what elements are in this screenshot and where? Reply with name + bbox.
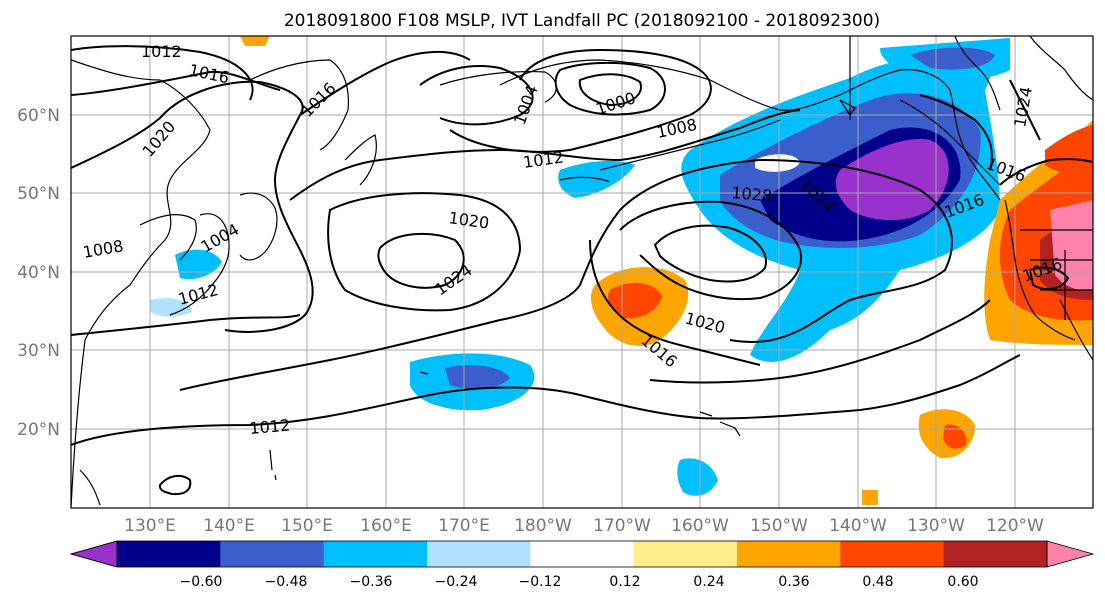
longitude-labels: 130°E 140°E 150°E 160°E 170°E 180°W 170°… — [124, 516, 1044, 536]
lon-label: 170°W — [593, 516, 651, 536]
ivt-negative-field-north-pacific — [150, 36, 1010, 496]
lon-label: 150°W — [750, 516, 808, 536]
figure-title: 2018091800 F108 MSLP, IVT Landfall PC (2… — [284, 11, 880, 31]
lon-label: 170°E — [438, 516, 490, 536]
lon-label: 160°W — [671, 516, 729, 536]
map-border — [70, 35, 1094, 509]
lon-label: 150°E — [281, 516, 333, 536]
colorbar-tick: 0.60 — [947, 574, 978, 590]
colorbar-swatch — [117, 541, 221, 567]
lon-label: 140°W — [829, 516, 887, 536]
colorbar-tick: −0.60 — [180, 574, 223, 590]
coastlines — [71, 36, 1093, 508]
colorbar-swatch — [427, 541, 531, 567]
lat-label: 30°N — [17, 341, 60, 361]
map-panel: 1012 1016 1016 1020 1004 1000 1008 1012 … — [71, 36, 1093, 508]
colorbar-swatch — [633, 541, 738, 567]
contour-label: 1028 — [731, 183, 773, 205]
colorbar: −0.60 −0.48 −0.36 −0.24 −0.12 0.12 0.24 … — [69, 540, 1095, 590]
colorbar-tick: 0.48 — [862, 574, 893, 590]
colorbar-extend-low — [69, 540, 118, 568]
colorbar-swatch — [220, 541, 325, 567]
colorbar-tick: 0.12 — [609, 574, 640, 590]
colorbar-tick: −0.12 — [519, 574, 562, 590]
lat-label: 60°N — [17, 106, 60, 126]
colorbar-swatch — [323, 541, 428, 567]
contour-label: 1012 — [249, 416, 291, 438]
lat-label: 50°N — [17, 184, 60, 204]
lat-label: 40°N — [17, 263, 60, 283]
contour-label: 1012 — [141, 42, 182, 61]
colorbar-outline — [69, 540, 118, 568]
lon-label: 130°W — [907, 516, 965, 536]
colorbar-tick: 0.24 — [693, 574, 724, 590]
lon-label: 120°W — [986, 516, 1044, 536]
colorbar-tick: 0.36 — [778, 574, 809, 590]
colorbar-tick: −0.48 — [265, 574, 308, 590]
colorbar-tick: −0.24 — [435, 574, 478, 590]
lon-label: 140°E — [203, 516, 255, 536]
colorbar-swatch — [530, 541, 635, 567]
lon-label: 160°E — [360, 516, 412, 536]
latitude-labels: 60°N 50°N 40°N 30°N 20°N — [17, 106, 60, 440]
lat-label: 20°N — [17, 420, 60, 440]
colorbar-tick: −0.36 — [350, 574, 393, 590]
lon-label: 130°E — [124, 516, 176, 536]
mslp-contours — [71, 45, 1093, 496]
colorbar-swatch — [840, 541, 945, 567]
lon-label: 180°W — [514, 516, 572, 536]
colorbar-swatches — [69, 540, 1095, 568]
colorbar-swatch — [943, 541, 1048, 567]
colorbar-swatch — [737, 541, 841, 567]
colorbar-tick-labels: −0.60 −0.48 −0.36 −0.24 −0.12 0.12 0.24 … — [180, 574, 979, 590]
colorbar-extend-high — [1046, 540, 1095, 568]
